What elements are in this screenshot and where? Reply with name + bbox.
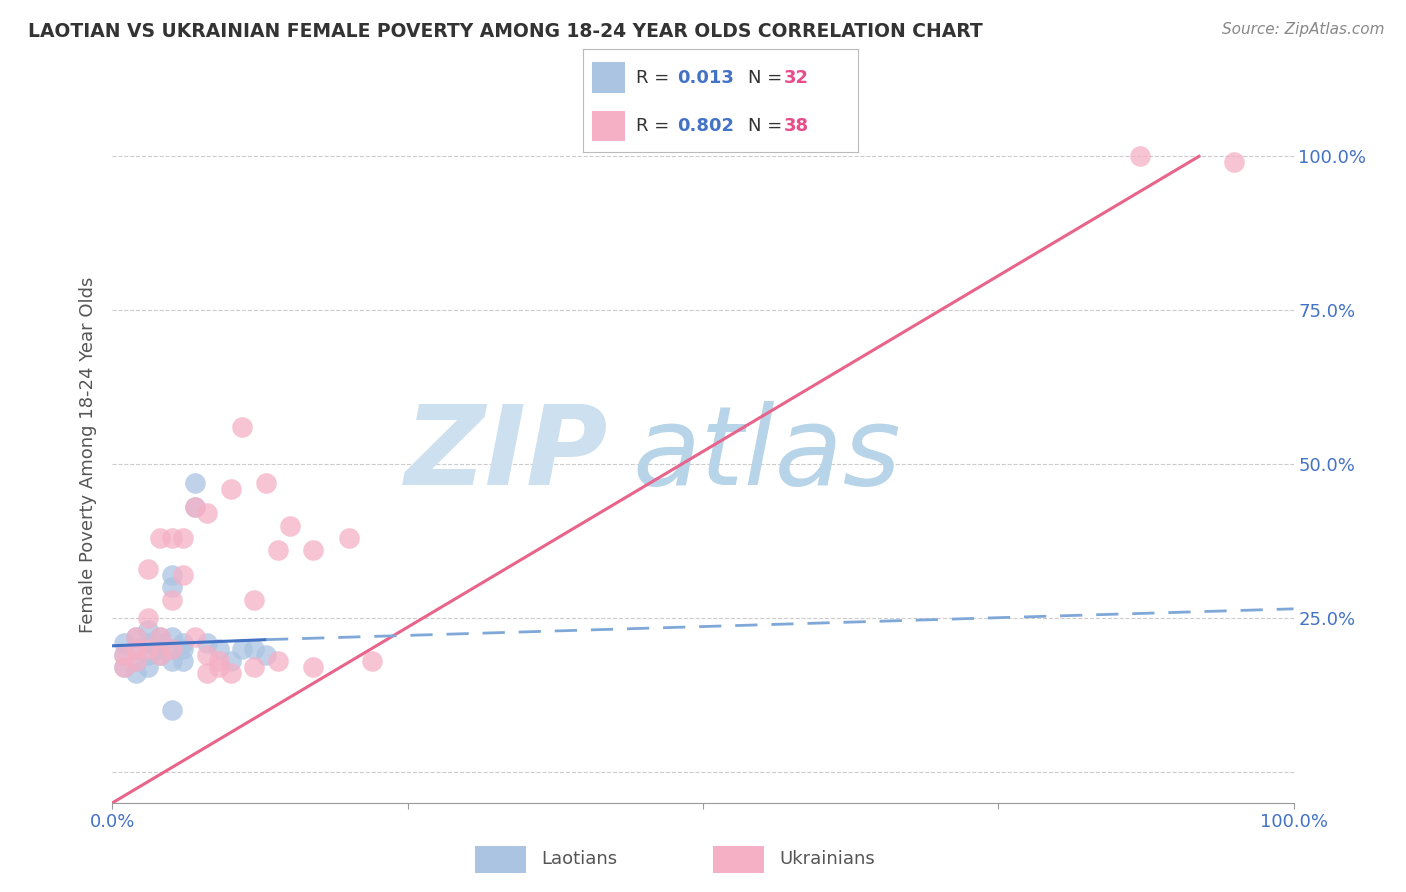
Point — [337, 531, 360, 545]
Point — [160, 641, 183, 656]
Point — [172, 654, 194, 668]
Text: atlas: atlas — [633, 401, 901, 508]
FancyBboxPatch shape — [475, 847, 526, 873]
FancyBboxPatch shape — [713, 847, 763, 873]
Point — [184, 630, 207, 644]
Point — [172, 636, 194, 650]
Point — [112, 660, 135, 674]
Point — [125, 654, 148, 668]
Point — [136, 611, 159, 625]
Point — [136, 636, 159, 650]
Text: Ukrainians: Ukrainians — [779, 849, 875, 868]
Point — [267, 654, 290, 668]
Point — [125, 666, 148, 681]
Point — [149, 531, 172, 545]
Point — [184, 500, 207, 515]
Point — [160, 531, 183, 545]
Point — [208, 660, 231, 674]
Point — [136, 562, 159, 576]
Point — [243, 660, 266, 674]
Point — [172, 531, 194, 545]
Text: Source: ZipAtlas.com: Source: ZipAtlas.com — [1222, 22, 1385, 37]
Point — [184, 500, 207, 515]
Point — [160, 654, 183, 668]
FancyBboxPatch shape — [592, 111, 624, 141]
Point — [172, 641, 194, 656]
Point — [112, 636, 135, 650]
Text: N =: N = — [748, 117, 787, 135]
Text: N =: N = — [748, 69, 787, 87]
Point — [125, 641, 148, 656]
Point — [112, 648, 135, 662]
Point — [160, 641, 183, 656]
Point — [219, 666, 242, 681]
Point — [254, 475, 277, 490]
Point — [125, 630, 148, 644]
Point — [231, 641, 253, 656]
Text: LAOTIAN VS UKRAINIAN FEMALE POVERTY AMONG 18-24 YEAR OLDS CORRELATION CHART: LAOTIAN VS UKRAINIAN FEMALE POVERTY AMON… — [28, 22, 983, 41]
Point — [208, 654, 231, 668]
Point — [243, 641, 266, 656]
Point — [149, 630, 172, 644]
Point — [136, 641, 159, 656]
Point — [208, 641, 231, 656]
Point — [1129, 149, 1152, 163]
Point — [160, 592, 183, 607]
Point — [267, 543, 290, 558]
Point — [149, 648, 172, 662]
Point — [160, 630, 183, 644]
Point — [184, 475, 207, 490]
Point — [125, 630, 148, 644]
Point — [149, 641, 172, 656]
Point — [160, 580, 183, 594]
FancyBboxPatch shape — [592, 62, 624, 93]
Point — [136, 624, 159, 638]
Point — [136, 660, 159, 674]
Point — [219, 654, 242, 668]
Point — [195, 507, 218, 521]
Y-axis label: Female Poverty Among 18-24 Year Olds: Female Poverty Among 18-24 Year Olds — [79, 277, 97, 633]
Point — [112, 660, 135, 674]
Point — [112, 648, 135, 662]
Text: 0.802: 0.802 — [676, 117, 734, 135]
Point — [1223, 155, 1246, 169]
Point — [254, 648, 277, 662]
Point — [278, 518, 301, 533]
Point — [136, 648, 159, 662]
Point — [149, 636, 172, 650]
Text: 38: 38 — [783, 117, 808, 135]
Point — [149, 648, 172, 662]
Point — [195, 636, 218, 650]
Point — [302, 660, 325, 674]
Point — [302, 543, 325, 558]
Text: R =: R = — [636, 69, 675, 87]
Point — [125, 641, 148, 656]
Text: 0.013: 0.013 — [676, 69, 734, 87]
Point — [219, 482, 242, 496]
Point — [149, 630, 172, 644]
Point — [231, 420, 253, 434]
Text: 32: 32 — [783, 69, 808, 87]
Text: Laotians: Laotians — [541, 849, 617, 868]
Point — [361, 654, 384, 668]
Point — [195, 648, 218, 662]
Text: R =: R = — [636, 117, 675, 135]
Point — [243, 592, 266, 607]
Point — [160, 703, 183, 717]
Point — [125, 654, 148, 668]
Point — [195, 666, 218, 681]
Text: ZIP: ZIP — [405, 401, 609, 508]
Point — [160, 568, 183, 582]
Point — [172, 568, 194, 582]
